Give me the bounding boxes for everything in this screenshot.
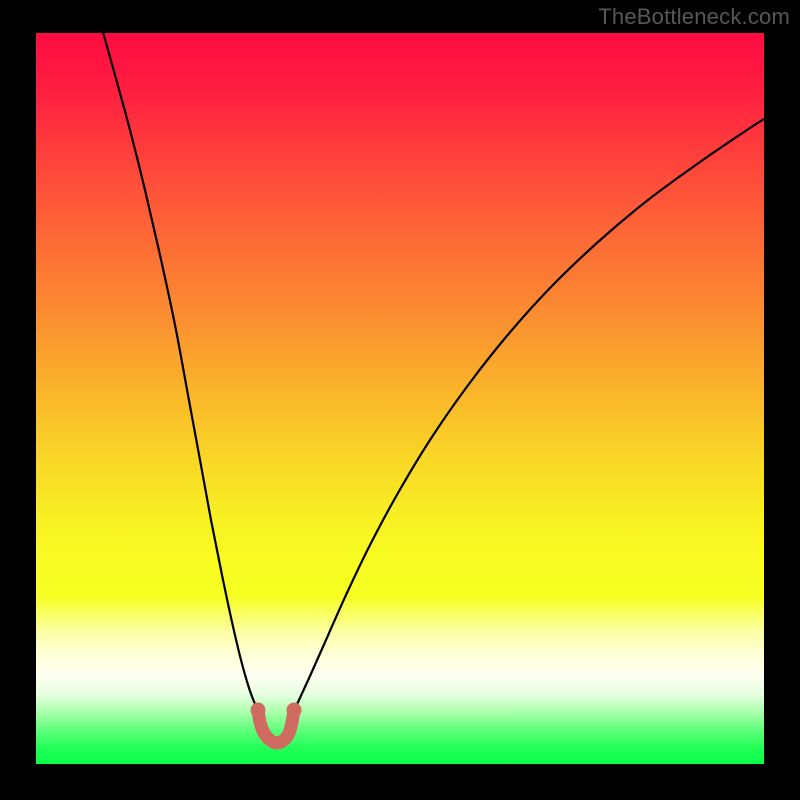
chart-container: TheBottleneck.com [0,0,800,800]
watermark-text: TheBottleneck.com [598,4,790,30]
valley-marker-dot-right [287,703,302,718]
valley-marker-dot-left [251,703,266,718]
bottleneck-chart [0,0,800,800]
plot-background [36,33,764,764]
